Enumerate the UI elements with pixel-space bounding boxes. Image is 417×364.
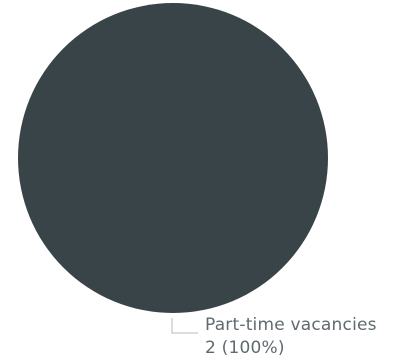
pie-slice[interactable] xyxy=(18,3,328,313)
slice-label: Part-time vacancies xyxy=(205,315,377,335)
leader-line xyxy=(171,318,198,334)
slice-value-label: 2 (100%) xyxy=(205,338,285,358)
pie-slices xyxy=(18,3,328,313)
